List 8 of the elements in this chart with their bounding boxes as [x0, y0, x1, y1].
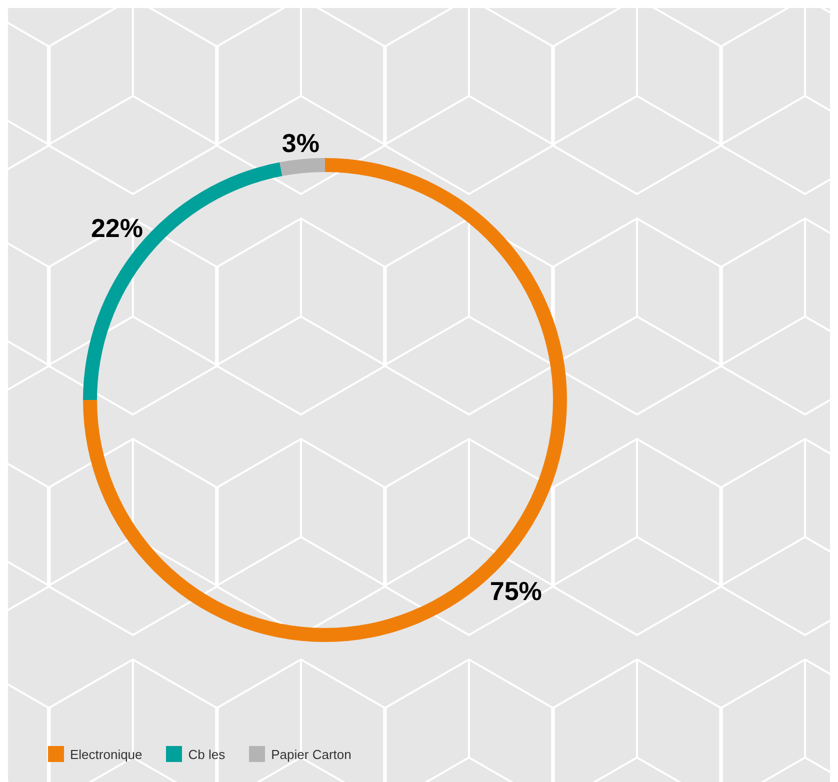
donut-slice [280, 158, 325, 176]
legend-label: Electronique [70, 746, 142, 762]
legend-label: Cb les [188, 746, 226, 762]
data-label: 3% [282, 128, 320, 158]
donut-slice [83, 162, 282, 400]
donut-slice [83, 158, 567, 642]
data-label: 22% [90, 212, 143, 243]
legend-label: Papier Carton [271, 746, 352, 762]
